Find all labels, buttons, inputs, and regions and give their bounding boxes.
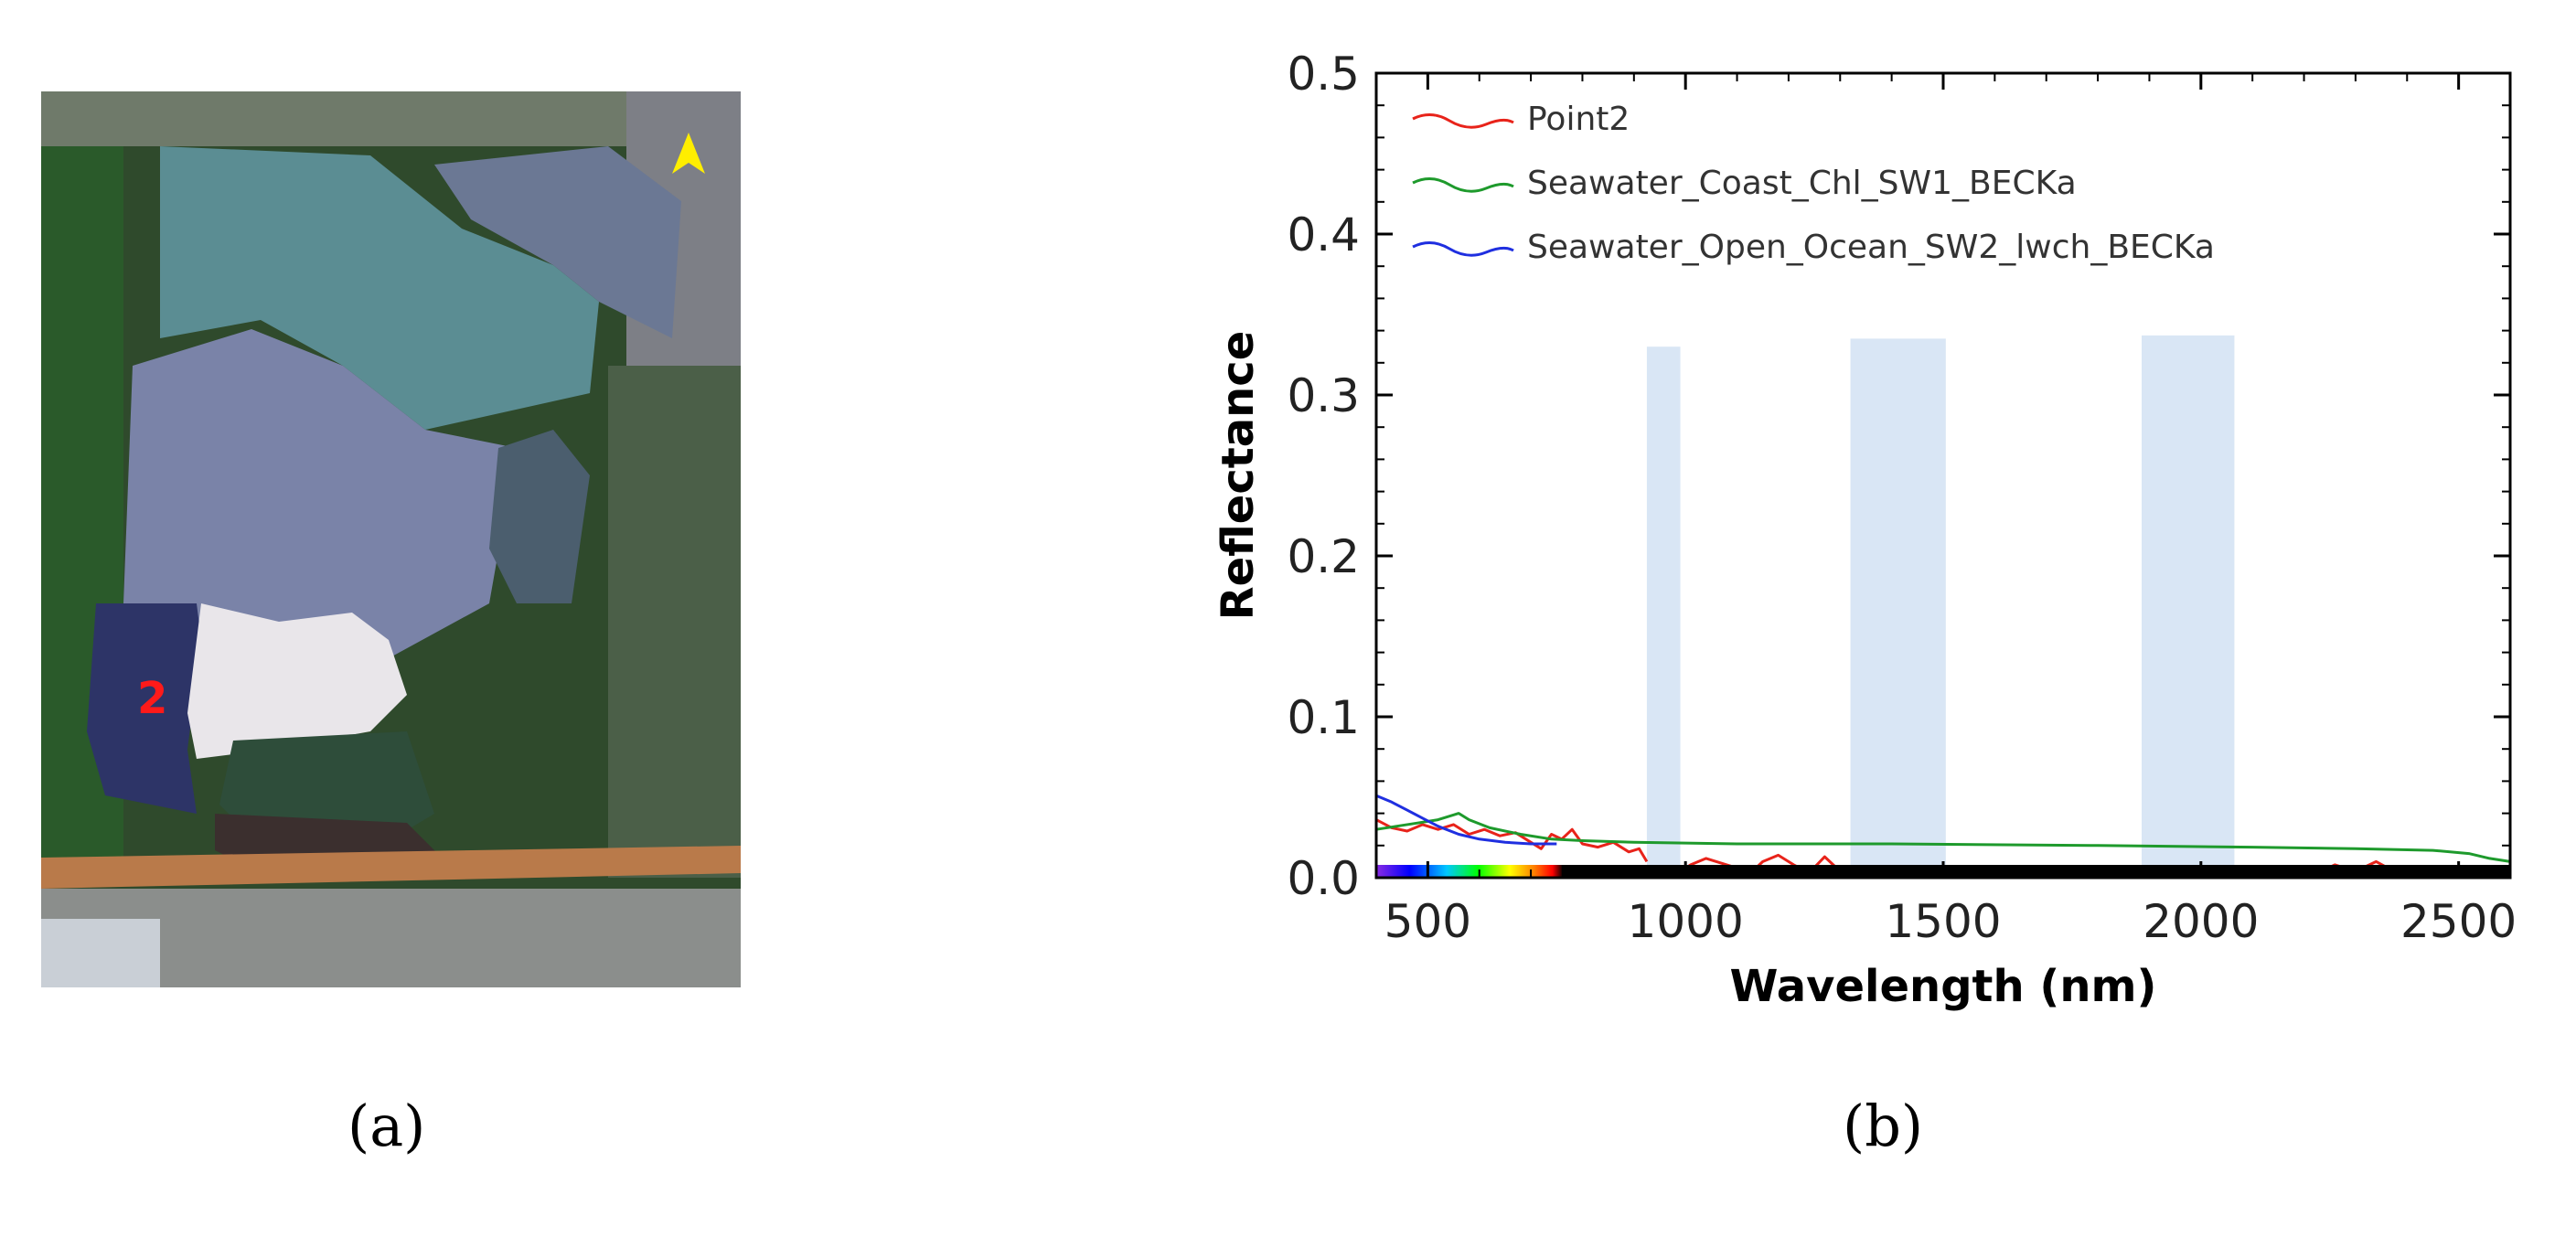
legend-label-3: Seawater_Open_Ocean_SW2_lwch_BECKa <box>1527 229 2215 266</box>
y-tick-label: 0.5 <box>1287 48 1360 101</box>
vegetation-right <box>608 366 741 878</box>
y-tick-label: 0.2 <box>1287 530 1360 583</box>
y-tick-label: 0.4 <box>1287 208 1360 261</box>
point-label: 2 <box>137 673 167 724</box>
panel-label-b: (b) <box>1843 1093 1924 1159</box>
urban-bottom-bright <box>41 919 160 987</box>
spectrum-bar-visible <box>1376 865 1562 878</box>
pond-right <box>489 430 590 603</box>
north-arrow-icon <box>672 133 705 174</box>
x-ticks: 500 1000 1500 2000 2500 <box>1375 73 2517 948</box>
absorption-bands <box>1646 335 2235 878</box>
salt-flat <box>187 603 407 759</box>
y-tick-label: 0.1 <box>1287 691 1360 744</box>
legend-swatch-3 <box>1412 241 1514 257</box>
road <box>41 846 741 889</box>
y-tick-label: 0.0 <box>1287 852 1360 905</box>
series-line-3-seg-1 <box>1375 794 1557 846</box>
legend: Point2 Seawater_Coast_Chl_SW1_BECKa Seawat… <box>1412 101 2215 266</box>
legend-swatch-2 <box>1412 177 1514 193</box>
reflectance-chart: 500 1000 1500 2000 2500 0.0 0.1 0.2 0.3 0.4 0.5 W… <box>1213 48 2517 1012</box>
panel-label-a: (a) <box>347 1093 426 1159</box>
x-axis-label: Wavelength (nm) <box>1730 961 2157 1012</box>
series-line-1-seg-1 <box>1375 818 1649 863</box>
legend-swatch-1 <box>1412 113 1514 129</box>
pond-center <box>123 329 517 686</box>
y-axis-label: Reflectance <box>1213 331 1264 621</box>
urban-top <box>41 91 741 146</box>
absorption-band-2 <box>1850 338 1946 878</box>
satellite-image: 2 <box>41 91 741 987</box>
absorption-band-1 <box>1646 347 1681 878</box>
pond-green <box>219 731 434 841</box>
legend-label-2: Seawater_Coast_Chl_SW1_BECKa <box>1527 165 2077 202</box>
pond-dark <box>87 603 201 814</box>
y-tick-label: 0.3 <box>1287 369 1360 422</box>
pond-top <box>160 146 599 430</box>
legend-label-1: Point2 <box>1527 101 1630 138</box>
x-tick-label: 1500 <box>1885 895 2001 948</box>
absorption-band-3 <box>2142 335 2235 878</box>
series-line-2-seg-1 <box>1375 812 2511 863</box>
series-line-1-seg-2 <box>1679 853 1851 878</box>
x-tick-label: 2500 <box>2400 895 2517 948</box>
y-ticks: 0.0 0.1 0.2 0.3 0.4 0.5 <box>1287 48 2510 905</box>
x-tick-label: 500 <box>1384 895 1471 948</box>
x-tick-label: 1000 <box>1628 895 1744 948</box>
pond-top-right <box>434 146 681 338</box>
x-tick-label: 2000 <box>2143 895 2259 948</box>
